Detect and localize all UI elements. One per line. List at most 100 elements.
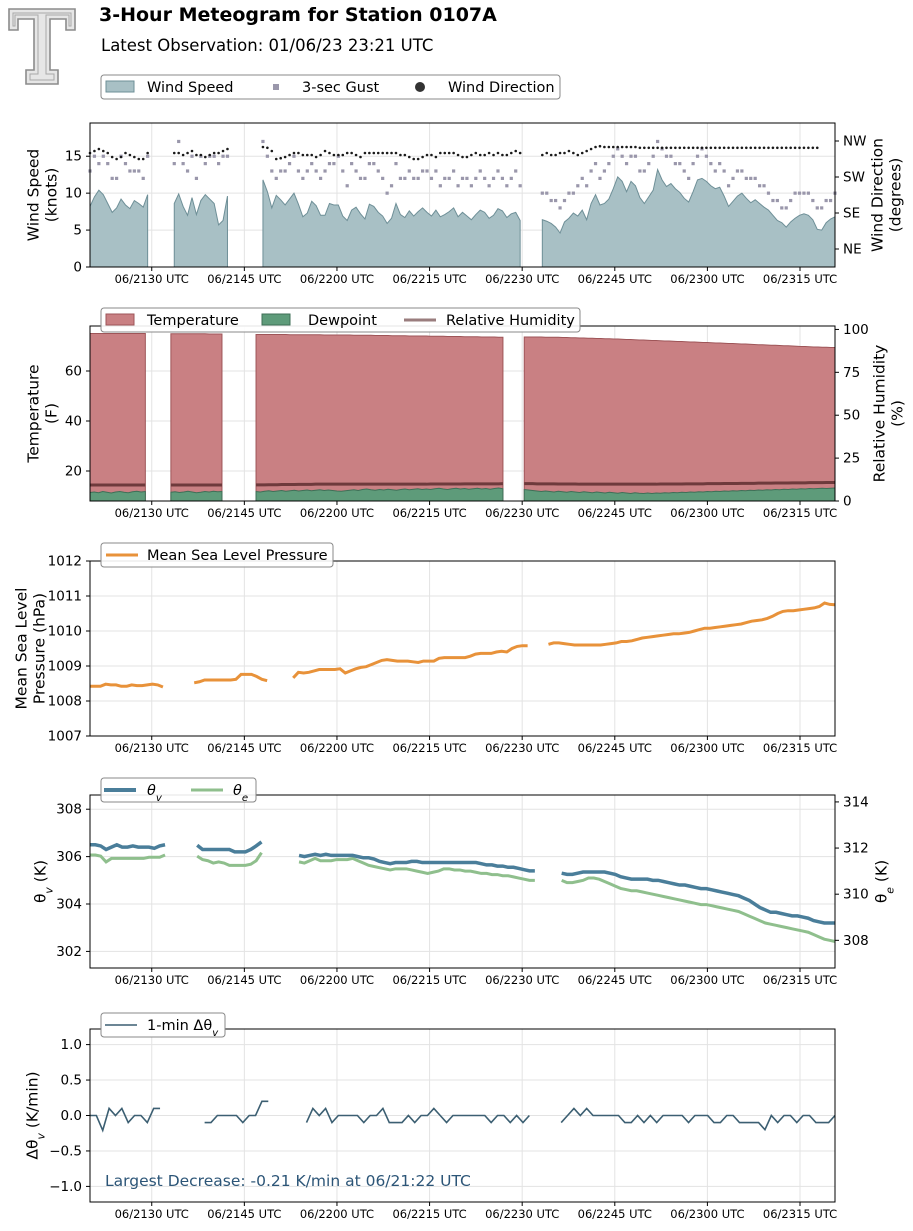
legend-swatch xyxy=(261,313,291,326)
gust-point xyxy=(283,169,287,173)
legend-box xyxy=(100,777,257,803)
direction-point xyxy=(403,153,407,157)
gust-point xyxy=(673,162,677,166)
gust-point xyxy=(358,176,363,180)
direction-point xyxy=(722,146,726,150)
direction-point xyxy=(203,155,207,159)
gust-point xyxy=(265,154,269,158)
legend-box xyxy=(100,74,561,100)
direction-point xyxy=(416,157,420,161)
direction-point xyxy=(102,149,105,153)
y-tick-label: 308 xyxy=(56,802,82,818)
direction-point xyxy=(580,151,584,155)
gust-point xyxy=(287,162,292,166)
gust-point xyxy=(420,169,425,173)
gust-point xyxy=(735,169,740,173)
direction-point xyxy=(802,146,806,150)
pressure-line xyxy=(193,672,268,685)
gust-point xyxy=(137,169,141,173)
gust-point xyxy=(115,176,119,180)
direction-point xyxy=(731,146,735,150)
x-tick-label: 06/2245 UTC xyxy=(578,1207,652,1221)
direction-point xyxy=(372,151,376,155)
gust-point xyxy=(412,176,416,180)
relative-humidity-line xyxy=(524,480,835,486)
x-tick-label: 06/2300 UTC xyxy=(670,506,744,520)
direction-point xyxy=(447,151,451,155)
direction-point xyxy=(638,146,642,150)
y-tick-label: −1.0 xyxy=(49,1179,82,1195)
gust-point xyxy=(540,191,544,195)
x-tick-label: 06/2130 UTC xyxy=(115,741,189,755)
gust-point xyxy=(185,169,190,173)
gust-point xyxy=(802,191,806,195)
gust-point xyxy=(110,176,114,180)
gust-point xyxy=(141,176,145,180)
gust-point xyxy=(580,176,584,180)
direction-point xyxy=(434,155,438,159)
direction-point xyxy=(217,151,220,155)
y-tick-label: 0 xyxy=(73,260,82,276)
direction-point xyxy=(270,149,274,153)
gust-point xyxy=(301,176,305,180)
x-tick-label: 06/2130 UTC xyxy=(115,506,189,520)
gust-point xyxy=(438,184,442,188)
legend: θv θe xyxy=(100,777,257,804)
theta-v-line xyxy=(561,870,835,925)
gust-point xyxy=(203,162,207,166)
x-tick-label: 06/2230 UTC xyxy=(485,1207,559,1221)
direction-point xyxy=(177,151,180,155)
gust-point xyxy=(194,176,199,180)
gust-point xyxy=(682,169,686,173)
y-tick-label: 60 xyxy=(65,364,82,380)
gust-point xyxy=(425,169,429,173)
direction-point xyxy=(647,146,651,150)
direction-point xyxy=(212,151,216,155)
legend-label: Dewpoint xyxy=(308,313,377,329)
direction-point xyxy=(119,155,123,159)
direction-point xyxy=(301,153,305,157)
temperature-area xyxy=(255,334,504,502)
direction-point xyxy=(319,153,322,157)
gust-point xyxy=(589,169,593,173)
delta-panel: −1.0 −0.5 0.0 0.5 1.0 06/2130 UTC 06/2145 UTC 0… xyxy=(23,1012,837,1221)
gust-point xyxy=(691,162,695,166)
legend-label: Mean Sea Level Pressure xyxy=(147,548,328,564)
y-axis-label-line: (F) xyxy=(42,403,60,424)
gust-point xyxy=(310,162,314,166)
direction-point xyxy=(128,153,132,157)
gust-point xyxy=(616,147,620,151)
gust-point xyxy=(611,154,615,158)
y-tick-label: 302 xyxy=(56,944,82,960)
gust-point xyxy=(505,184,509,188)
dewpoint-area xyxy=(255,487,504,502)
y-tick-label-right: 314 xyxy=(843,794,869,810)
y-axis-label: Δθv (K/min) xyxy=(23,1071,47,1159)
gust-point xyxy=(811,198,815,203)
x-tick-label: 06/2230 UTC xyxy=(485,506,559,520)
direction-point xyxy=(478,153,482,157)
direction-point xyxy=(674,146,677,150)
direction-point xyxy=(643,146,646,150)
direction-point xyxy=(195,153,198,157)
direction-point xyxy=(363,151,367,155)
gust-point xyxy=(828,198,833,203)
gust-point xyxy=(443,176,447,180)
direction-point xyxy=(305,153,309,157)
wind-speed-area xyxy=(262,179,521,268)
y-tick-label-right: 50 xyxy=(843,408,860,424)
wind-speed-area xyxy=(541,167,836,268)
direction-point xyxy=(656,146,659,150)
theta-v-line xyxy=(90,842,166,852)
direction-point xyxy=(425,153,429,157)
gust-point xyxy=(567,191,571,195)
legend: Wind Speed 3-sec Gust Wind Direction xyxy=(100,74,561,100)
gust-point xyxy=(571,191,575,195)
direction-point xyxy=(470,153,473,157)
x-tick-label: 06/2230 UTC xyxy=(485,741,559,755)
gust-point xyxy=(478,169,482,173)
direction-point xyxy=(616,145,620,149)
direction-point xyxy=(780,146,784,150)
direction-point xyxy=(745,146,748,150)
gust-point xyxy=(456,184,460,188)
